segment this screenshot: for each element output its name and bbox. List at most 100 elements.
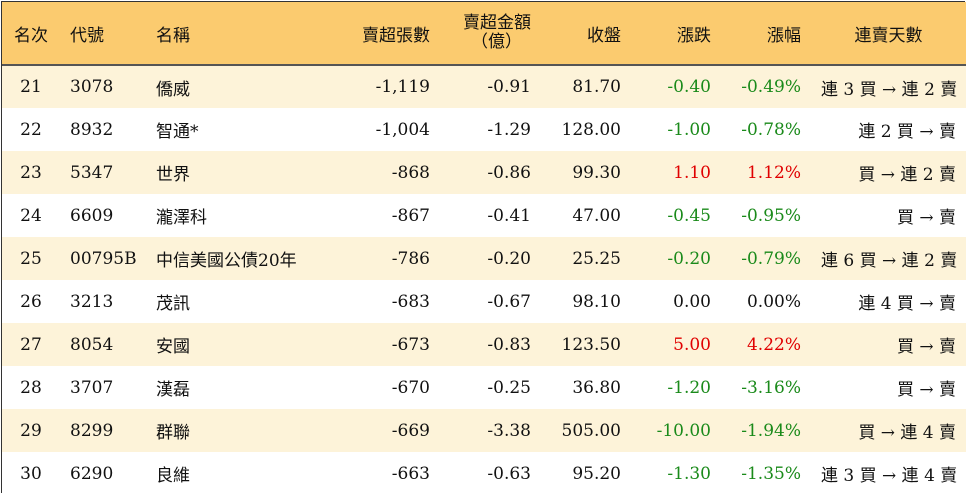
row-change: 1.10 bbox=[673, 162, 711, 183]
row-name: 安國 bbox=[156, 337, 190, 357]
row-close: 81.70 bbox=[572, 77, 621, 97]
row-rank: 30 bbox=[20, 463, 42, 484]
row-net-sell-amount: -0.83 bbox=[487, 334, 531, 355]
row-close: 99.30 bbox=[572, 162, 621, 183]
header-change: 漲跌 bbox=[677, 25, 711, 46]
row-net-sell-lots: -868 bbox=[391, 162, 430, 183]
header-net-sell-amount: 賣超金額 （億） bbox=[440, 2, 541, 65]
header-net-sell-lots: 賣超張數 bbox=[362, 25, 430, 46]
row-net-sell-amount: -0.20 bbox=[487, 248, 531, 269]
table-row: 27 8054 安國 -673 -0.83 123.50 5.00 4.22% 買 → 賣 bbox=[2, 323, 966, 366]
header-consecutive-days: 連賣天數 bbox=[854, 25, 923, 46]
row-consecutive-days: 連 6 買 → 連 2 賣 bbox=[821, 251, 958, 271]
table-row: 23 5347 世界 -868 -0.86 99.30 1.10 1.12% 買 → 連 2 賣 bbox=[2, 151, 966, 194]
table-row: 21 3078 僑威 -1,119 -0.91 81.70 -0.40 -0.49% 連 3 買… bbox=[2, 65, 966, 108]
row-net-sell-amount: -0.91 bbox=[487, 77, 531, 97]
row-code: 8054 bbox=[70, 334, 114, 355]
row-rank: 21 bbox=[20, 77, 42, 97]
row-consecutive-days: 買 → 賣 bbox=[896, 380, 956, 400]
row-name: 漢磊 bbox=[156, 380, 190, 400]
row-net-sell-lots: -683 bbox=[391, 291, 430, 312]
row-net-sell-amount: -1.29 bbox=[487, 119, 531, 140]
row-consecutive-days: 買 → 賣 bbox=[896, 337, 956, 357]
row-net-sell-amount: -0.63 bbox=[487, 463, 531, 484]
row-consecutive-days: 買 → 賣 bbox=[896, 208, 956, 228]
row-change-pct: -3.16% bbox=[741, 377, 801, 398]
row-consecutive-days: 買 → 連 4 賣 bbox=[858, 423, 956, 443]
row-change-pct: -1.35% bbox=[741, 463, 801, 484]
row-rank: 26 bbox=[20, 291, 42, 312]
row-net-sell-amount: -0.41 bbox=[487, 205, 531, 226]
row-name: 茂訊 bbox=[156, 294, 190, 314]
header-name: 名稱 bbox=[156, 25, 190, 46]
row-consecutive-days: 連 3 買 → 連 2 賣 bbox=[821, 79, 958, 100]
row-close: 123.50 bbox=[561, 334, 621, 355]
table-row: 22 8932 智通* -1,004 -1.29 128.00 -1.00 -0.78% 連 2… bbox=[2, 108, 966, 151]
row-change: -0.20 bbox=[667, 248, 711, 269]
row-net-sell-lots: -1,119 bbox=[375, 77, 430, 97]
row-change-pct: 1.12% bbox=[746, 162, 801, 183]
row-close: 505.00 bbox=[561, 420, 621, 441]
row-change: -1.20 bbox=[667, 377, 711, 398]
row-net-sell-amount: -0.86 bbox=[487, 162, 531, 183]
row-net-sell-lots: -669 bbox=[391, 420, 430, 441]
row-rank: 22 bbox=[20, 119, 42, 140]
table-row: 30 6290 良維 -663 -0.63 95.20 -1.30 -1.35% 連 3 買 →… bbox=[2, 452, 966, 495]
row-rank: 28 bbox=[20, 377, 42, 398]
row-close: 25.25 bbox=[572, 248, 621, 269]
row-net-sell-amount: -0.67 bbox=[487, 291, 531, 312]
row-change: 5.00 bbox=[673, 334, 711, 355]
row-code: 3078 bbox=[70, 77, 114, 97]
row-net-sell-lots: -1,004 bbox=[375, 119, 430, 140]
row-rank: 27 bbox=[20, 334, 42, 355]
row-code: 3213 bbox=[70, 291, 114, 312]
row-change: -1.30 bbox=[667, 463, 711, 484]
row-consecutive-days: 連 2 買 → 賣 bbox=[858, 122, 956, 142]
row-name: 僑威 bbox=[156, 79, 190, 100]
row-change: -10.00 bbox=[656, 420, 711, 441]
row-change: 0.00 bbox=[673, 291, 711, 312]
row-net-sell-lots: -673 bbox=[391, 334, 430, 355]
row-net-sell-lots: -670 bbox=[391, 377, 430, 398]
row-consecutive-days: 連 3 買 → 連 4 賣 bbox=[821, 466, 958, 486]
header-code: 代號 bbox=[70, 25, 104, 46]
table-row: 28 3707 漢磊 -670 -0.25 36.80 -1.20 -3.16% 買 → 賣 bbox=[2, 366, 966, 409]
row-change: -1.00 bbox=[667, 119, 711, 140]
row-change-pct: 4.22% bbox=[746, 334, 801, 355]
row-code: 6290 bbox=[70, 463, 114, 484]
row-change-pct: -0.78% bbox=[741, 119, 801, 140]
table-row: 24 6609 瀧澤科 -867 -0.41 47.00 -0.45 -0.95% 買 → 賣 bbox=[2, 194, 966, 237]
header-net-sell-amount-line2: （億） bbox=[471, 32, 522, 52]
row-change: -0.40 bbox=[667, 77, 711, 97]
header-net-sell-amount-line1: 賣超金額 bbox=[463, 13, 531, 33]
row-change-pct: -1.94% bbox=[741, 420, 801, 441]
row-net-sell-amount: -3.38 bbox=[487, 420, 531, 441]
table-row: 25 00795B 中信美國公債20年 -786 -0.20 25.25 -0.20 -0.7… bbox=[2, 237, 966, 280]
row-change: -0.45 bbox=[667, 205, 711, 226]
row-code: 00795B bbox=[70, 248, 137, 269]
row-rank: 25 bbox=[20, 248, 42, 269]
row-close: 98.10 bbox=[572, 291, 621, 312]
row-change-pct: -0.95% bbox=[741, 205, 801, 226]
row-net-sell-lots: -786 bbox=[391, 248, 430, 269]
row-change-pct: -0.49% bbox=[741, 77, 801, 97]
header-change-pct: 漲幅 bbox=[767, 25, 801, 46]
row-change-pct: -0.79% bbox=[741, 248, 801, 269]
row-close: 128.00 bbox=[561, 119, 621, 140]
table-row: 29 8299 群聯 -669 -3.38 505.00 -10.00 -1.94% 買 → 連… bbox=[2, 409, 966, 452]
row-consecutive-days: 買 → 連 2 賣 bbox=[858, 165, 956, 185]
row-name: 中信美國公債20年 bbox=[156, 251, 297, 271]
table-header-row: 名次 代號 名稱 賣超張數 賣超金額 （億） 收盤 漲跌 漲幅 連賣天數 bbox=[2, 2, 966, 65]
row-code: 8299 bbox=[70, 420, 114, 441]
row-rank: 24 bbox=[20, 205, 42, 226]
row-name: 智通* bbox=[156, 122, 199, 142]
row-close: 36.80 bbox=[572, 377, 621, 398]
header-close: 收盤 bbox=[587, 25, 621, 46]
table-row: 26 3213 茂訊 -683 -0.67 98.10 0.00 0.00% 連 4 買 → 賣 bbox=[2, 280, 966, 323]
row-net-sell-lots: -867 bbox=[391, 205, 430, 226]
row-code: 6609 bbox=[70, 205, 114, 226]
row-rank: 23 bbox=[20, 162, 42, 183]
row-consecutive-days: 連 4 買 → 賣 bbox=[858, 294, 956, 314]
